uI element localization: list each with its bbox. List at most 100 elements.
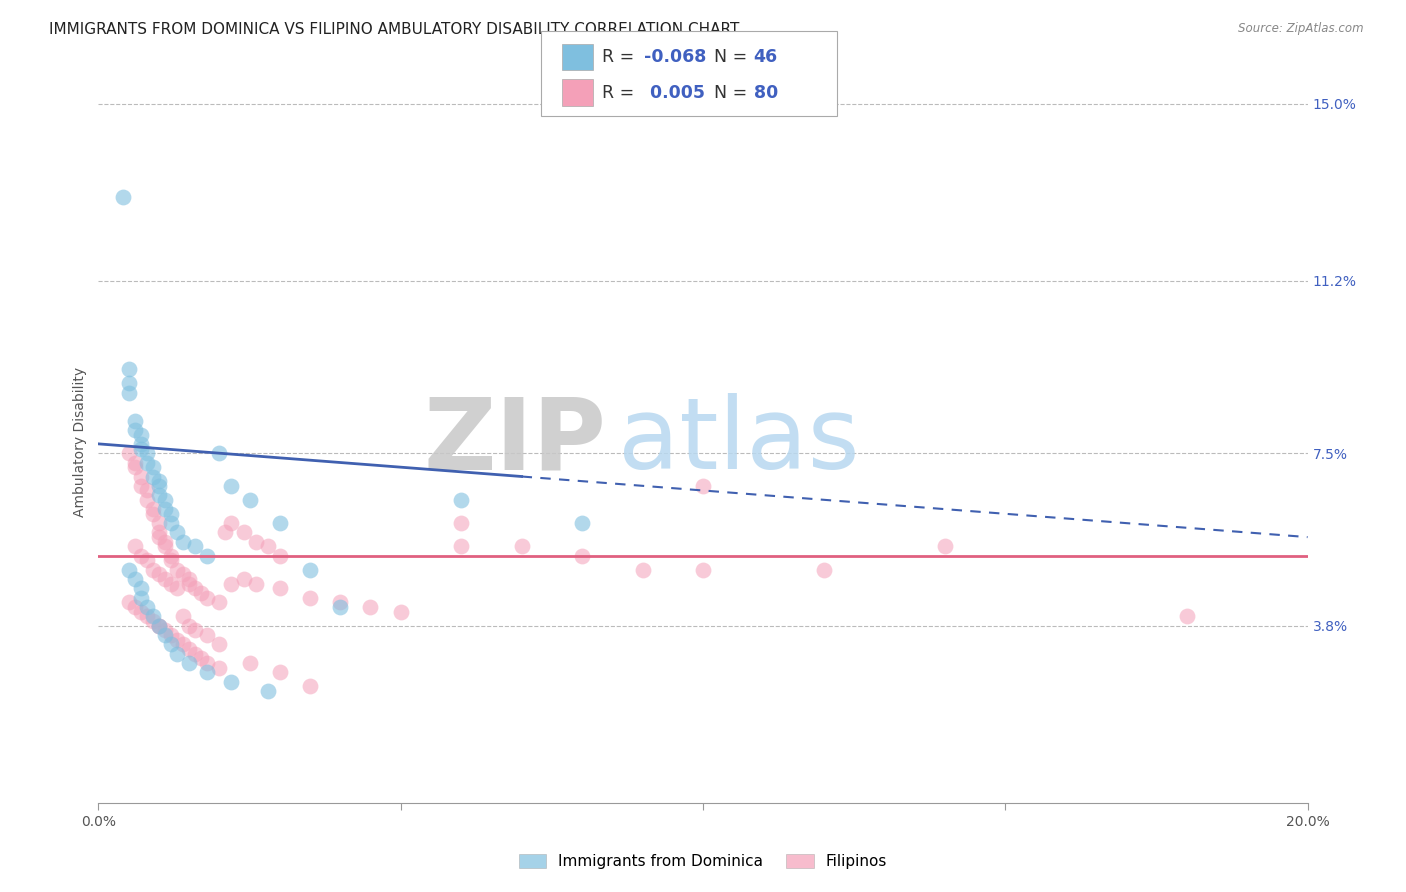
Point	[135, 446, 157, 460]
Point	[124, 572, 146, 586]
Text: Source: ZipAtlas.com: Source: ZipAtlas.com	[1239, 22, 1364, 36]
Point	[184, 540, 207, 554]
Text: -0.068: -0.068	[644, 48, 706, 66]
Point	[269, 549, 291, 563]
Point	[172, 609, 194, 624]
Text: N =: N =	[714, 84, 754, 102]
Point	[118, 446, 141, 460]
Point	[195, 591, 218, 605]
Point	[329, 600, 352, 615]
Point	[142, 502, 165, 516]
Point	[142, 460, 165, 475]
Point	[148, 618, 170, 632]
Point	[172, 567, 194, 582]
Point	[153, 502, 176, 516]
Point	[389, 605, 412, 619]
Point	[166, 563, 188, 577]
Point	[148, 525, 170, 540]
Point	[153, 534, 176, 549]
Point	[118, 376, 141, 391]
Point	[129, 437, 152, 451]
Point	[299, 563, 322, 577]
Point	[450, 540, 472, 554]
Point	[208, 637, 231, 651]
Point	[208, 595, 231, 609]
Point	[179, 572, 201, 586]
Point	[360, 600, 382, 615]
Point	[256, 540, 278, 554]
Text: 46: 46	[754, 48, 778, 66]
Text: IMMIGRANTS FROM DOMINICA VS FILIPINO AMBULATORY DISABILITY CORRELATION CHART: IMMIGRANTS FROM DOMINICA VS FILIPINO AMB…	[49, 22, 740, 37]
Text: R =: R =	[602, 48, 640, 66]
Point	[269, 665, 291, 680]
Point	[142, 614, 165, 628]
Point	[184, 624, 207, 638]
Point	[239, 656, 262, 670]
Point	[142, 563, 165, 577]
Point	[245, 576, 267, 591]
Point	[148, 567, 170, 582]
Point	[813, 563, 835, 577]
Point	[148, 516, 170, 530]
Point	[124, 413, 146, 427]
Point	[299, 591, 322, 605]
Point	[129, 469, 152, 483]
Point	[148, 618, 170, 632]
Point	[190, 651, 212, 665]
Point	[124, 540, 146, 554]
Point	[129, 442, 152, 456]
Point	[239, 492, 262, 507]
Text: 80: 80	[754, 84, 778, 102]
Text: ZIP: ZIP	[423, 393, 606, 490]
Point	[190, 586, 212, 600]
Point	[153, 628, 176, 642]
Point	[195, 549, 218, 563]
Point	[148, 488, 170, 502]
Point	[135, 456, 157, 470]
Point	[510, 540, 533, 554]
Point	[135, 609, 157, 624]
Point	[208, 446, 231, 460]
Point	[135, 600, 157, 615]
Point	[172, 534, 194, 549]
Point	[195, 665, 218, 680]
Point	[221, 516, 243, 530]
Point	[135, 492, 157, 507]
Point	[111, 190, 134, 204]
Point	[153, 492, 176, 507]
Point	[129, 605, 152, 619]
Point	[692, 479, 714, 493]
Point	[184, 647, 207, 661]
Point	[450, 492, 472, 507]
Point	[160, 637, 183, 651]
Point	[232, 572, 254, 586]
Point	[245, 534, 267, 549]
Text: N =: N =	[714, 48, 754, 66]
Point	[329, 595, 352, 609]
Point	[129, 479, 152, 493]
Point	[571, 549, 593, 563]
Point	[269, 582, 291, 596]
Point	[166, 632, 188, 647]
Text: 0.005: 0.005	[644, 84, 704, 102]
Point	[184, 582, 207, 596]
Point	[934, 540, 956, 554]
Point	[160, 553, 183, 567]
Point	[124, 600, 146, 615]
Point	[256, 684, 278, 698]
Point	[179, 576, 201, 591]
Point	[208, 660, 231, 674]
Point	[118, 595, 141, 609]
Point	[1175, 609, 1198, 624]
Point	[142, 609, 165, 624]
Point	[124, 423, 146, 437]
Point	[232, 525, 254, 540]
Point	[135, 553, 157, 567]
Point	[450, 516, 472, 530]
Point	[142, 507, 165, 521]
Point	[142, 469, 165, 483]
Point	[179, 618, 201, 632]
Point	[195, 656, 218, 670]
Point	[129, 591, 152, 605]
Point	[148, 474, 170, 488]
